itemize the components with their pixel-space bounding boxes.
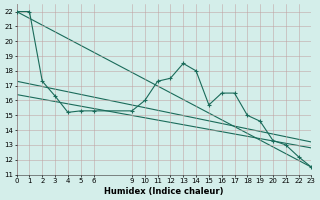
X-axis label: Humidex (Indice chaleur): Humidex (Indice chaleur): [104, 187, 224, 196]
